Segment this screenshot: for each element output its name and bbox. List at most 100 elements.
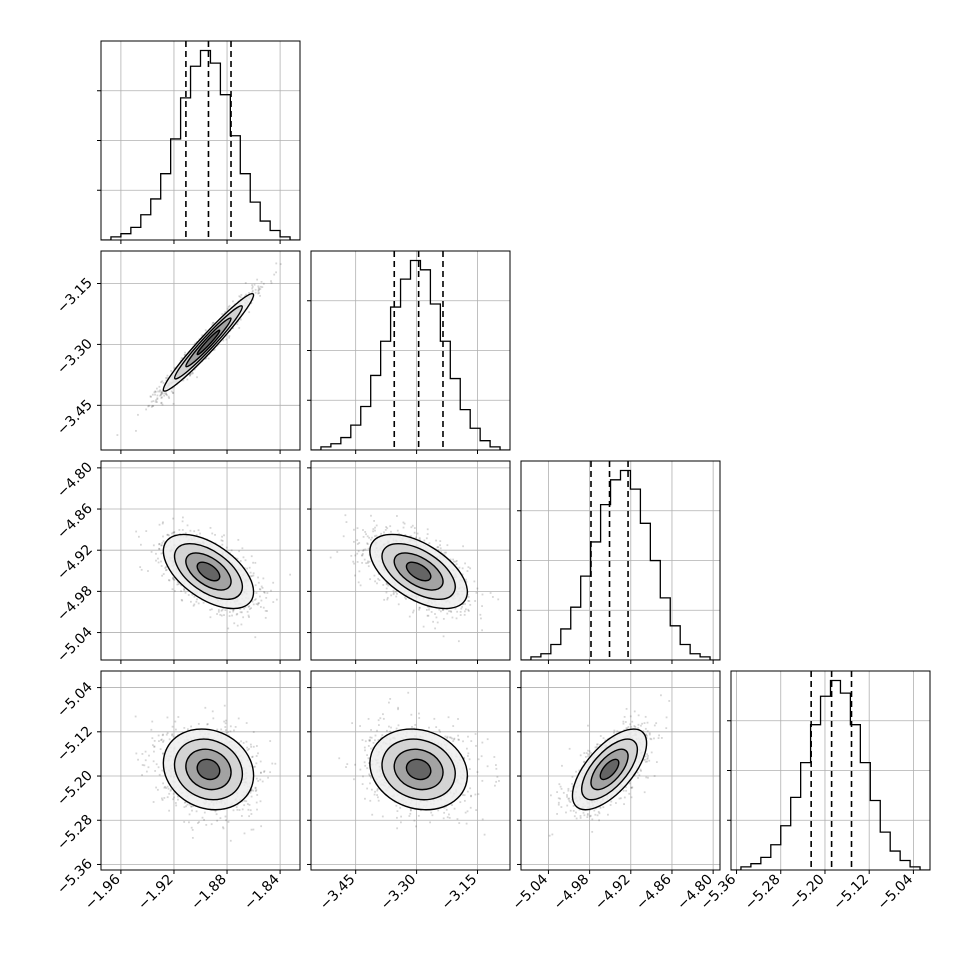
scatter-point (261, 286, 264, 288)
scatter-point (156, 788, 159, 791)
scatter-point (270, 280, 272, 283)
panel-1-1 (307, 250, 511, 454)
scatter-point (160, 391, 163, 394)
scatter-point (395, 595, 398, 598)
scatter-point (161, 390, 163, 393)
scatter-point (150, 728, 153, 731)
scatter-point (461, 605, 464, 608)
scatter-point (161, 392, 164, 395)
scatter-point (168, 809, 171, 812)
scatter-point (168, 534, 170, 537)
scatter-point (224, 310, 227, 313)
scatter-point (366, 543, 369, 545)
scatter-point (385, 583, 388, 586)
scatter-point (360, 554, 363, 557)
panel-frame (310, 460, 511, 661)
scatter-point (156, 397, 159, 400)
scatter-point (161, 574, 164, 577)
scatter-point (416, 532, 419, 535)
scatter-point (207, 357, 210, 360)
scatter-point (140, 568, 143, 571)
scatter-point (172, 798, 175, 801)
panel-0-3: −1.96 −1.92 −1.88 −1.84−5.36−5.28−5.20−5.12… (54, 670, 301, 913)
scatter-point (251, 289, 254, 292)
scatter-point (465, 608, 467, 611)
scatter-point (345, 521, 348, 523)
scatter-point (224, 729, 227, 732)
scatter-point (191, 371, 194, 374)
scatter-point (186, 524, 189, 527)
scatter-point (476, 587, 479, 590)
scatter-point (210, 608, 213, 611)
scatter-point (356, 552, 359, 555)
scatter-point (252, 561, 254, 564)
scatter-point (172, 391, 174, 394)
scatter-point (242, 556, 245, 559)
scatter-point (158, 740, 160, 743)
scatter-point (481, 629, 483, 632)
scatter-point (145, 530, 148, 532)
scatter-point (226, 307, 229, 310)
scatter-point (179, 359, 182, 362)
scatter-point (418, 608, 421, 611)
scatter-point (362, 535, 365, 538)
scatter-point (165, 787, 168, 789)
scatter-point (350, 554, 353, 557)
scatter-point (195, 534, 198, 536)
scatter-point (255, 603, 258, 605)
scatter-point (150, 400, 153, 403)
scatter-point (439, 540, 442, 542)
scatter-point (154, 770, 157, 772)
scatter-point (163, 797, 166, 799)
scatter-point (135, 530, 138, 533)
scatter-point (354, 574, 356, 577)
scatter-point (159, 394, 161, 397)
scatter-point (154, 390, 157, 393)
panel-1-2 (307, 460, 511, 664)
contour-line-3 (162, 292, 255, 392)
scatter-point (240, 294, 243, 296)
scatter-point (154, 400, 157, 403)
scatter-point (254, 786, 257, 789)
scatter-point (161, 522, 164, 525)
scatter-point (366, 542, 369, 545)
scatter-point (158, 548, 161, 550)
density-fill-3 (406, 562, 431, 581)
scatter-point (250, 575, 253, 577)
scatter-point (242, 616, 245, 619)
scatter-point (217, 610, 220, 613)
panel-frame (100, 460, 301, 661)
scatter-point (236, 624, 239, 627)
scatter-point (491, 596, 494, 598)
scatter-point (220, 539, 223, 542)
scatter-point (402, 526, 405, 529)
scatter-point (342, 535, 345, 538)
scatter-point (403, 522, 406, 525)
scatter-point (194, 342, 197, 345)
scatter-point (449, 610, 452, 612)
scatter-point (173, 531, 176, 533)
scatter-point (157, 557, 159, 560)
scatter-point (239, 611, 242, 614)
scatter-point (365, 562, 368, 565)
scatter-point (172, 577, 174, 580)
scatter-point (189, 529, 192, 532)
scatter-point (259, 285, 262, 288)
scatter-point (205, 823, 208, 826)
scatter-point (252, 572, 255, 575)
scatter-point (210, 823, 213, 826)
scatter-point (443, 551, 446, 554)
scatter-point (474, 600, 477, 602)
scatter-point (165, 565, 168, 568)
scatter-point (481, 605, 483, 608)
scatter-point (152, 405, 155, 407)
scatter-point (243, 607, 246, 610)
scatter-point (258, 602, 260, 605)
scatter-point (250, 301, 253, 304)
scatter-point (211, 322, 214, 324)
scatter-point (457, 640, 460, 643)
scatter-point (227, 306, 230, 308)
scatter-point (365, 533, 367, 536)
scatter-point (255, 789, 258, 791)
scatter-point (374, 580, 377, 583)
